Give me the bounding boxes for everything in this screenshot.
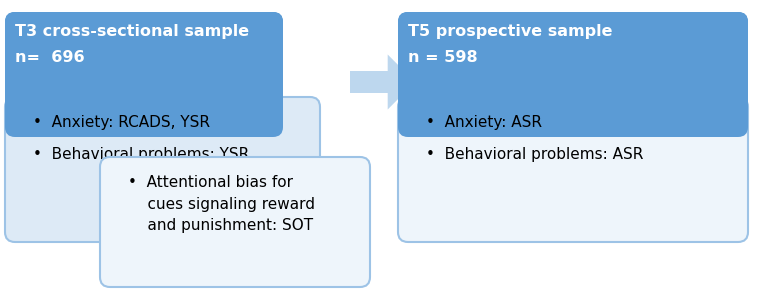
Text: n=  696: n= 696 bbox=[15, 50, 85, 65]
Text: •  Anxiety: RCADS, YSR: • Anxiety: RCADS, YSR bbox=[33, 115, 210, 130]
Polygon shape bbox=[350, 55, 415, 110]
FancyBboxPatch shape bbox=[398, 12, 748, 137]
Text: T5 prospective sample: T5 prospective sample bbox=[408, 24, 613, 39]
Text: •  Behavioral problems: ASR: • Behavioral problems: ASR bbox=[426, 147, 643, 162]
FancyBboxPatch shape bbox=[5, 97, 320, 242]
FancyBboxPatch shape bbox=[5, 12, 283, 137]
FancyBboxPatch shape bbox=[100, 157, 370, 287]
Text: •  Attentional bias for
    cues signaling reward
    and punishment: SOT: • Attentional bias for cues signaling re… bbox=[128, 175, 315, 233]
Text: n = 598: n = 598 bbox=[408, 50, 478, 65]
Text: •  Anxiety: ASR: • Anxiety: ASR bbox=[426, 115, 542, 130]
Text: •  Behavioral problems: YSR: • Behavioral problems: YSR bbox=[33, 147, 249, 162]
FancyBboxPatch shape bbox=[398, 97, 748, 242]
FancyBboxPatch shape bbox=[398, 12, 748, 137]
Text: T3 cross-sectional sample: T3 cross-sectional sample bbox=[15, 24, 249, 39]
FancyBboxPatch shape bbox=[5, 12, 283, 137]
